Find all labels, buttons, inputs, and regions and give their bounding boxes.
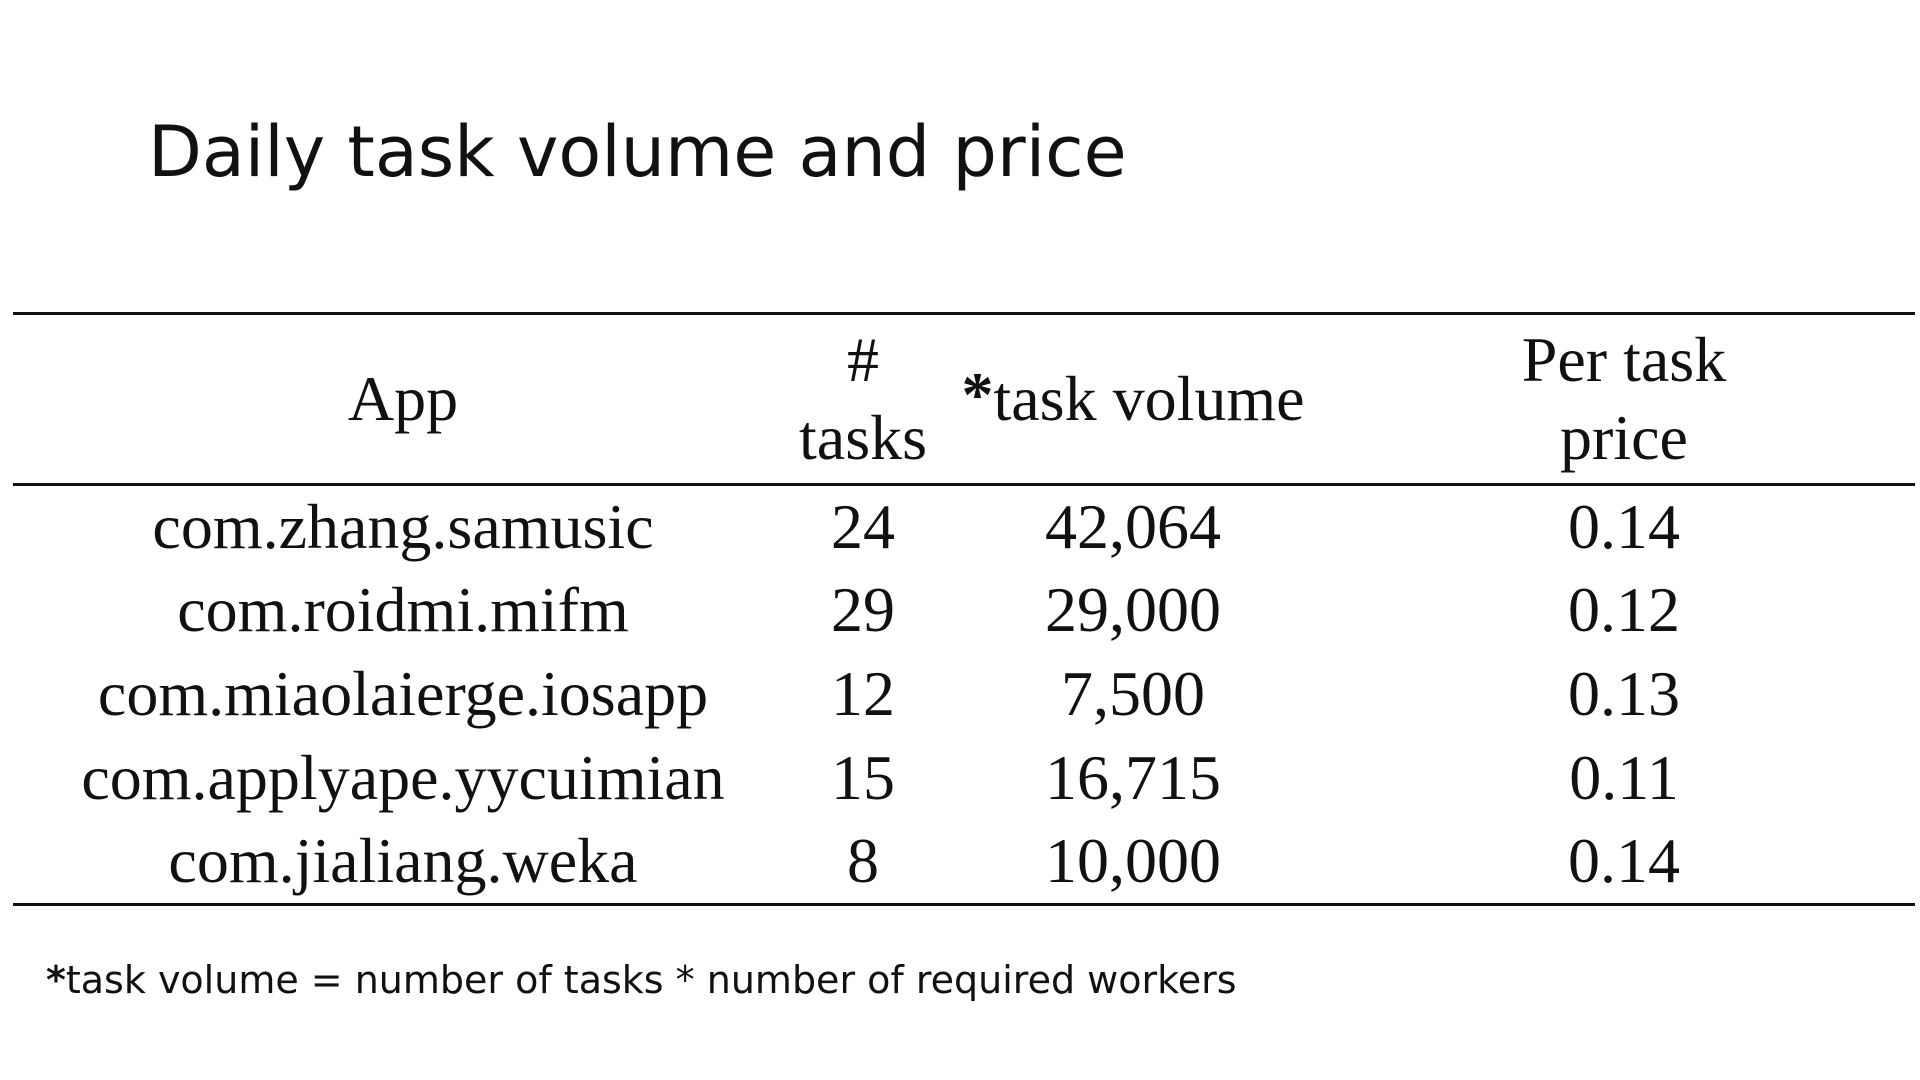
cell-app: com.applyape.yycuimian [81,742,725,814]
cell-tasks: 8 [847,825,879,897]
cell-app: com.zhang.samusic [152,490,654,562]
cell-task-volume: 16,715 [1045,742,1221,814]
slide-title: Daily task volume and price [148,111,1127,193]
table-row: com.roidmi.mifm 29 29,000 0.12 [13,569,1915,653]
header-task-volume: *task volume [933,314,1333,485]
cell-task-volume: 29,000 [1045,574,1221,646]
cell-tasks: 24 [831,490,895,562]
footnote-asterisk-marker: * [46,958,66,1002]
cell-price: 0.12 [1568,574,1680,646]
header-task-volume-label: task volume [993,362,1305,434]
header-price: Per task price [1333,314,1915,485]
header-app: App [347,362,459,434]
cell-tasks: 29 [831,574,895,646]
table-row: com.applyape.yycuimian 15 16,715 0.11 [13,737,1915,821]
table-body: com.zhang.samusic 24 42,064 0.14 com.roi… [13,485,1915,905]
cell-app: com.roidmi.mifm [177,574,629,646]
table-row: com.zhang.samusic 24 42,064 0.14 [13,485,1915,569]
table-row: com.jialiang.weka 8 10,000 0.14 [13,821,1915,905]
header-tasks: # tasks [799,323,927,473]
cell-price: 0.14 [1568,490,1680,562]
footnote: *task volume = number of tasks * number … [46,958,1237,1002]
table-header: App # tasks *task volume Per task price [13,313,1915,485]
cell-task-volume: 42,064 [1045,490,1221,562]
cell-tasks: 15 [831,742,895,814]
header-asterisk-marker: * [961,358,994,430]
table-header-row: App # tasks *task volume Per task price [13,313,1915,485]
cell-app: com.miaolaierge.iosapp [97,658,709,730]
header-price-label: Per task price [1521,323,1727,473]
cell-task-volume: 10,000 [1045,825,1221,897]
task-price-table: App # tasks *task volume Per task price … [13,312,1915,906]
cell-app: com.jialiang.weka [168,825,638,897]
cell-price: 0.11 [1569,742,1679,814]
cell-task-volume: 7,500 [1061,658,1205,730]
footnote-text: task volume = number of tasks * number o… [65,958,1237,1002]
table-row: com.miaolaierge.iosapp 12 7,500 0.13 [13,653,1915,737]
cell-price: 0.14 [1568,825,1680,897]
cell-price: 0.13 [1568,658,1680,730]
cell-tasks: 12 [831,658,895,730]
